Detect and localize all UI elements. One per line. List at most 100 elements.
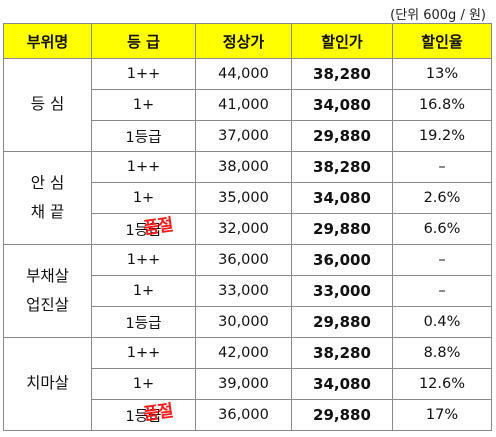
discount-rate-cell: – [392, 244, 492, 276]
grade-label-wrap: 1+ [133, 283, 154, 299]
grade-cell: 1등급 [91, 306, 196, 338]
grade-label: 1++ [126, 252, 161, 268]
grade-label: 1등급 [125, 129, 162, 146]
sale-price-cell: 34,080 [291, 368, 393, 400]
grade-cell: 1등급 품절 [91, 399, 196, 431]
normal-price-cell: 37,000 [195, 120, 292, 152]
sale-price-cell: 29,880 [291, 399, 393, 431]
grade-label: 1+ [132, 376, 155, 392]
normal-price-cell: 33,000 [195, 275, 292, 307]
grade-cell: 1등급 품절 [91, 213, 196, 245]
table-body: 등 심 1++ 44,000 38,280 13% 1+ 41,000 34,080 16.8%… [3, 58, 492, 431]
grade-cell: 1++ [91, 151, 196, 183]
header-discount-rate: 할인율 [392, 23, 492, 59]
header-grade: 등 급 [91, 23, 196, 59]
grade-label: 1+ [132, 283, 155, 299]
grade-label-wrap: 1등급 [126, 312, 162, 333]
sale-price-cell: 29,880 [291, 306, 393, 338]
normal-price-cell: 39,000 [195, 368, 292, 400]
discount-rate-cell: – [392, 275, 492, 307]
price-table: 부위명 등 급 정상가 할인가 할인율 등 심 1++ 44,000 38,280 13… [3, 23, 492, 431]
normal-price-cell: 30,000 [195, 306, 292, 338]
table-row: 1등급 품절 36,000 29,880 17% [4, 399, 492, 431]
table-row: 치마살 1++ 42,000 38,280 8.8% [3, 337, 492, 431]
normal-price-cell: 41,000 [195, 89, 292, 121]
grade-label: 1등급 [125, 315, 162, 332]
table-row: 1등급 품절 32,000 29,880 6.6% [4, 213, 492, 245]
part-name-line: 채 끝 [30, 203, 65, 221]
normal-price-cell: 36,000 [195, 399, 292, 431]
grade-cell: 1+ [91, 368, 196, 400]
grade-label-wrap: 1등급 [126, 126, 162, 147]
discount-rate-cell: 13% [392, 58, 492, 90]
sale-price-cell: 38,280 [291, 58, 393, 90]
grade-cell: 1등급 [91, 120, 196, 152]
soldout-stamp: 품절 [141, 400, 174, 425]
table-row: 1+ 33,000 33,000– [4, 275, 492, 307]
grade-label-wrap: 1등급 품절 [125, 401, 174, 426]
grade-label: 1등급 [125, 222, 162, 239]
part-name-line: 등 심 [30, 95, 65, 114]
discount-rate-cell: 12.6% [392, 368, 492, 400]
grade-cell: 1++ [91, 58, 196, 90]
unit-note: (단위 600g / 원) [390, 8, 486, 23]
normal-price-cell: 32,000 [195, 213, 292, 245]
grade-label-wrap: 1++ [127, 159, 161, 175]
grade-label: 1+ [132, 190, 155, 206]
grade-label: 1+ [132, 97, 155, 113]
part-name-line: 안 심 [30, 173, 65, 192]
discount-rate-cell: 0.4% [392, 306, 492, 338]
discount-rate-cell: 16.8% [392, 89, 492, 121]
grade-label-wrap: 1++ [127, 345, 161, 361]
part-name-cell: 등 심 [3, 58, 92, 152]
grade-label-wrap: 1+ [133, 190, 154, 206]
grade-cell: 1+ [91, 89, 196, 121]
discount-rate-cell: 6.6% [392, 213, 492, 245]
grade-cell: 1+ [91, 182, 196, 214]
header-part: 부위명 [3, 23, 92, 59]
grade-cell: 1+ [91, 275, 196, 307]
grade-label-wrap: 1++ [127, 66, 161, 82]
sale-price-cell: 38,280 [291, 337, 393, 369]
sale-price-cell: 34,080 [291, 182, 393, 214]
grade-cell: 1++ [91, 244, 196, 276]
grade-label: 1++ [126, 345, 161, 361]
table-row: 등 심 1++ 44,000 38,280 13% [3, 58, 492, 152]
discount-rate-cell: – [392, 151, 492, 183]
discount-rate-cell: 8.8% [392, 337, 492, 369]
grade-label: 1++ [126, 66, 161, 82]
table-row: 1등급 37,000 29,880 19.2% [4, 120, 492, 152]
sale-price-cell: 34,080 [291, 89, 393, 121]
grade-cell: 1++ [91, 337, 196, 369]
normal-price-cell: 36,000 [195, 244, 292, 276]
normal-price-cell: 44,000 [195, 58, 292, 90]
sale-price-cell: 29,880 [291, 120, 393, 152]
part-name-cell: 치마살 [3, 337, 92, 431]
discount-rate-cell: 17% [392, 399, 492, 431]
grade-label-wrap: 1+ [133, 376, 154, 392]
header-sale-price: 할인가 [291, 23, 393, 59]
normal-price-cell: 42,000 [195, 337, 292, 369]
table-row: 1+ 35,000 34,080 2.6% [4, 182, 492, 214]
normal-price-cell: 38,000 [195, 151, 292, 183]
sale-price-cell: 38,280 [291, 151, 393, 183]
table-header-row: 부위명 등 급 정상가 할인가 할인율 [3, 23, 492, 59]
discount-rate-cell: 2.6% [392, 182, 492, 214]
soldout-stamp: 품절 [141, 214, 174, 239]
grade-label-wrap: 1+ [133, 97, 154, 113]
grade-label-wrap: 1등급 품절 [125, 215, 174, 240]
grade-label: 1등급 [125, 408, 162, 425]
sale-price-cell: 29,880 [291, 213, 393, 245]
grade-label: 1++ [126, 159, 161, 175]
part-name-line: 치마살 [26, 374, 69, 393]
sale-price-cell: 36,000 [291, 244, 393, 276]
grade-label-wrap: 1++ [127, 252, 161, 268]
header-normal-price: 정상가 [195, 23, 292, 59]
table-row: 1+ 41,000 34,080 16.8% [4, 89, 492, 121]
table-row: 부채살 업진살 1++ 36,000 36,000– [3, 244, 492, 338]
part-name-line: 업진살 [26, 296, 69, 314]
part-name-line: 부채살 [26, 266, 69, 285]
